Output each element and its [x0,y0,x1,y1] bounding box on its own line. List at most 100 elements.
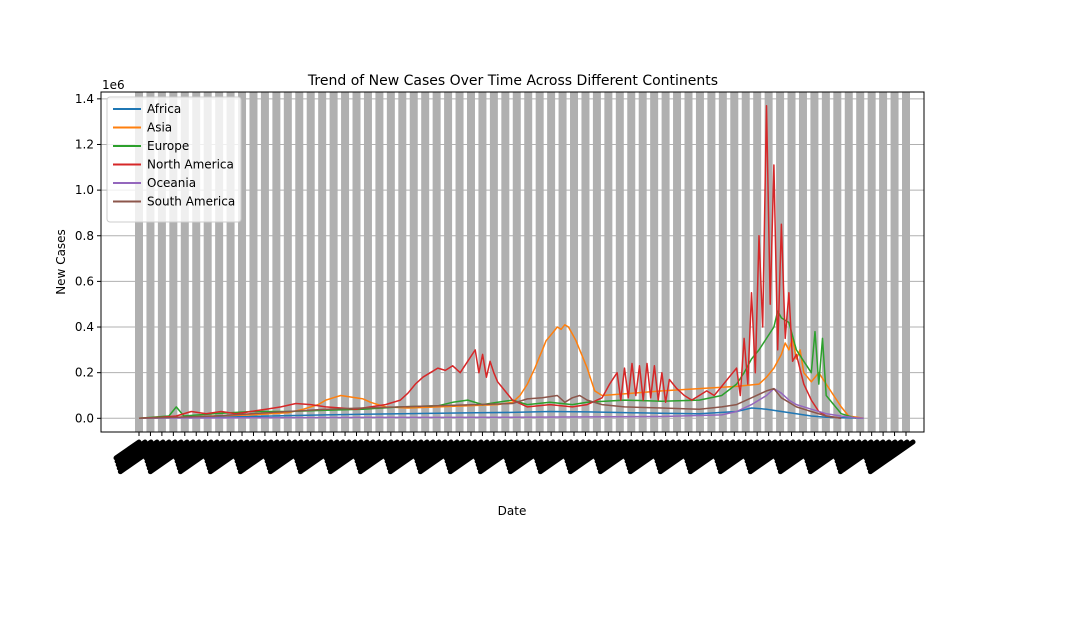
x-tick-label-mark [473,439,502,461]
x-tick-label-mark [147,439,196,475]
series-line-africa [138,407,864,420]
x-tick-label-mark [596,439,640,471]
x-tick-label-mark [624,439,658,464]
x-tick-label-mark [325,439,364,468]
x-tick-label-mark [414,439,448,464]
x-tick-label-mark [835,439,874,468]
x-tick-label-mark [566,439,610,471]
x-tick-label-mark [716,439,760,471]
x-tick-label-mark [386,439,430,471]
x-axis-title: Date [498,504,527,518]
x-tick-label-mark [235,439,274,468]
x-tick-label-mark [563,439,592,461]
x-tick-label-mark [775,439,814,468]
x-tick-label-mark [746,439,790,471]
x-tick-label-mark [627,439,676,475]
legend-label: Oceania [147,176,196,190]
x-tick-label-mark [174,439,208,464]
x-tick-label-mark [533,439,562,461]
x-tick-label-mark [327,439,376,475]
x-tick-label-mark [776,439,820,471]
y-tick-label: 0.4 [75,320,94,334]
x-tick-label-mark [567,439,616,475]
x-tick-label-mark [177,439,226,475]
plot-frame [100,91,925,433]
x-tick-label-mark [565,439,604,468]
x-tick-label-mark [683,439,712,461]
x-tick-label-mark [144,439,178,464]
x-tick-label-mark [444,439,478,464]
x-tick-label-mark [356,439,400,471]
x-tick-label-mark [206,439,250,471]
x-tick-label-mark [264,439,298,464]
x-tick-label-mark [265,439,304,468]
x-tick-label-mark [593,439,622,461]
x-tick-label-mark [476,439,520,471]
x-tick-label-mark [236,439,280,471]
x-tick-label-mark [443,439,472,461]
x-tick-label-mark [477,439,526,475]
legend: Africa Asia Europe North America Oceania Sout… [106,96,242,223]
x-tick-label-mark [807,439,856,475]
legend-label: South America [147,195,235,209]
x-tick-label-mark [233,439,262,461]
x-tick-label-mark [836,439,880,471]
x-tick-label-mark [535,439,574,468]
legend-label: Europe [147,139,189,153]
x-tick-label-mark [176,439,220,471]
x-tick-label-mark [597,439,646,475]
x-tick-label-mark [655,439,694,468]
x-tick-label-mark [505,439,544,468]
x-tick-label-mark [503,439,532,461]
x-tick-label-mark [686,439,730,471]
x-tick-label-mark [595,439,634,468]
x-tick-label-mark [715,439,754,468]
x-tick-label-mark [684,439,718,464]
y-tick-label: 1.0 [75,183,94,197]
x-tick-label-mark [205,439,244,468]
series-line-south-america [138,387,842,420]
x-tick-label-mark [447,439,496,475]
x-tick-label-mark [384,439,418,464]
x-tick-label-mark [294,439,328,464]
series-lines [138,104,864,420]
x-tick-label-mark [353,439,382,461]
x-tick-label-mark [113,439,142,461]
x-tick-label-mark [774,439,808,464]
y-tick-label: 1.4 [75,92,94,106]
x-tick-label-mark [833,439,862,461]
x-tick-label-mark [385,439,424,468]
x-tick-label-mark [867,439,916,475]
x-tick-label-mark [743,439,772,461]
x-tick-label-mark [744,439,778,464]
x-tick-label-mark [203,439,232,461]
x-tick-label-mark [326,439,370,471]
x-tick-label-mark [623,439,652,461]
x-tick-label-mark [145,439,184,468]
x-tick-label-mark [537,439,586,475]
x-tick-label-mark [295,439,334,468]
x-tick-label-mark [745,439,784,468]
x-tick-label-mark [534,439,568,464]
x-tick-label-mark [594,439,628,464]
y-axis-multiplier: 1e6 [102,78,125,92]
x-tick-label-mark [714,439,748,464]
x-tick-label-mark [804,439,838,464]
series-line-europe [138,310,857,420]
x-tick-label-mark [445,439,484,468]
legend-label: Africa [147,102,181,116]
x-tick-label-mark [803,439,832,461]
chart-title: Trend of New Cases Over Time Across Diff… [307,73,718,89]
x-tick-label-mark [773,439,802,461]
x-tick-label-mark [536,439,580,471]
x-tick-label-mark [805,439,844,468]
x-tick-label-mark [806,439,850,471]
y-ticks: 0.0 0.2 0.4 0.6 0.8 1.0 1.2 1.4 [75,92,101,425]
x-tick-label-mark [293,439,322,461]
x-ticks [113,432,916,475]
y-tick-label: 1.2 [75,137,94,151]
y-axis-title: New Cases [54,229,68,295]
x-tick-label-mark [717,439,766,475]
x-tick-label-mark [357,439,406,475]
x-tick-label-mark [354,439,388,464]
